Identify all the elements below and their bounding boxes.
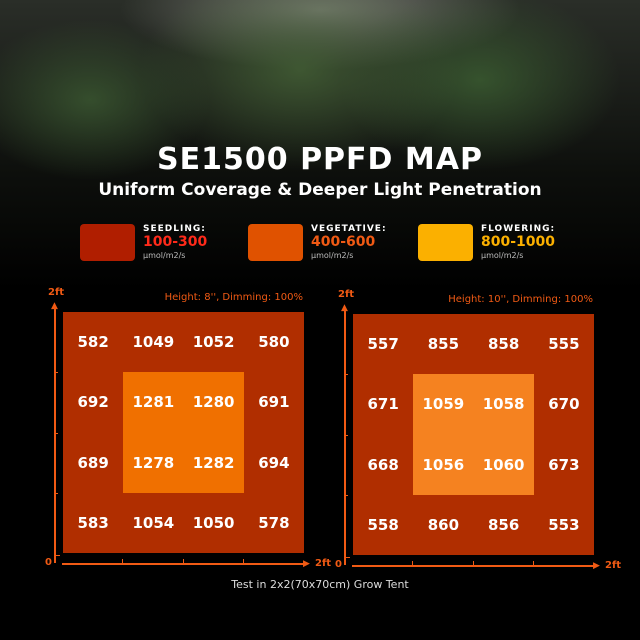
ppfd-value: 856	[487, 515, 520, 534]
legend-range: 100-300	[143, 234, 208, 250]
ppfd-value: 1052	[192, 333, 235, 352]
ppfd-value: 578	[258, 513, 290, 532]
legend-swatch	[418, 224, 473, 261]
y-axis-arrow-icon: ▲	[341, 303, 348, 313]
ppfd-value: 855	[427, 335, 460, 354]
ppfd-value: 689	[77, 453, 109, 472]
ppfd-value: 1280	[192, 393, 235, 412]
y-tick	[344, 434, 348, 436]
y-axis-label: 2ft	[338, 289, 355, 300]
ppfd-value: 1060	[482, 455, 525, 474]
legend-unit: μmol/m2/s	[143, 251, 186, 260]
y-axis	[54, 308, 56, 563]
ppfd-value: 1059	[422, 395, 465, 414]
ppfd-value: 673	[548, 455, 580, 474]
ppfd-value: 1054	[132, 513, 175, 532]
ppfd-value: 860	[427, 515, 460, 534]
ppfd-value: 1282	[192, 453, 235, 472]
legend-name: SEEDLING:	[143, 224, 206, 234]
ppfd-value: 691	[258, 393, 290, 412]
ppfd-value: 1049	[132, 333, 175, 352]
origin-corner	[344, 557, 350, 558]
ppfd-value: 1050	[192, 513, 235, 532]
ppfd-value: 694	[258, 453, 290, 472]
ppfd-value: 1058	[482, 395, 525, 414]
page-title: SE1500 PPFD MAP	[157, 142, 483, 177]
ppfd-value: 553	[548, 515, 580, 534]
ppfd-value: 671	[367, 395, 399, 414]
legend-swatch	[80, 224, 135, 261]
legend-range: 800-1000	[481, 234, 555, 250]
y-axis-arrow-icon: ▲	[51, 301, 58, 311]
test-conditions: Height: 10'', Dimming: 100%	[448, 294, 593, 305]
y-axis-label: 2ft	[48, 287, 65, 298]
x-tick	[242, 559, 244, 563]
x-axis-label: 2ft	[605, 560, 622, 571]
footer-note: Test in 2x2(70x70cm) Grow Tent	[231, 578, 409, 591]
ppfd-value: 1056	[422, 455, 465, 474]
x-axis	[352, 565, 595, 567]
ppfd-value: 1281	[132, 393, 175, 412]
x-tick	[472, 561, 474, 565]
y-tick	[344, 494, 348, 496]
ppfd-value: 670	[548, 395, 580, 414]
y-tick	[344, 374, 348, 376]
ppfd-value: 582	[77, 333, 109, 352]
ppfd-value: 555	[548, 335, 580, 354]
y-tick	[54, 492, 58, 494]
ppfd-value: 692	[77, 393, 109, 412]
ppfd-value: 668	[367, 455, 399, 474]
legend-range: 400-600	[311, 234, 376, 250]
x-tick	[412, 561, 414, 565]
legend-unit: μmol/m2/s	[481, 251, 524, 260]
legend-name: FLOWERING:	[481, 224, 556, 234]
x-axis-label: 2ft	[315, 558, 332, 569]
page-subtitle: Uniform Coverage & Deeper Light Penetrat…	[98, 180, 542, 200]
y-tick	[54, 372, 58, 374]
ppfd-value: 557	[367, 335, 399, 354]
ppfd-value: 583	[77, 513, 109, 532]
high-intensity-zone	[413, 374, 534, 495]
x-tick	[182, 559, 184, 563]
ppfd-value: 558	[367, 515, 399, 534]
high-intensity-zone	[123, 372, 244, 493]
x-tick	[122, 559, 124, 563]
ppfd-value: 858	[487, 335, 520, 354]
y-axis	[344, 310, 346, 565]
test-conditions: Height: 8'', Dimming: 100%	[164, 292, 303, 303]
legend-unit: μmol/m2/s	[311, 251, 354, 260]
origin-label: 0	[335, 559, 342, 570]
ppfd-value: 580	[258, 333, 290, 352]
x-tick	[532, 561, 534, 565]
x-axis-arrow-icon: ▶	[593, 561, 600, 571]
origin-label: 0	[45, 557, 52, 568]
legend-swatch	[248, 224, 303, 261]
ppfd-value: 1278	[132, 453, 175, 472]
legend-name: VEGETATIVE:	[311, 224, 387, 234]
y-tick	[54, 432, 58, 434]
x-axis	[62, 563, 305, 565]
origin-corner	[54, 555, 60, 556]
x-axis-arrow-icon: ▶	[303, 559, 310, 569]
